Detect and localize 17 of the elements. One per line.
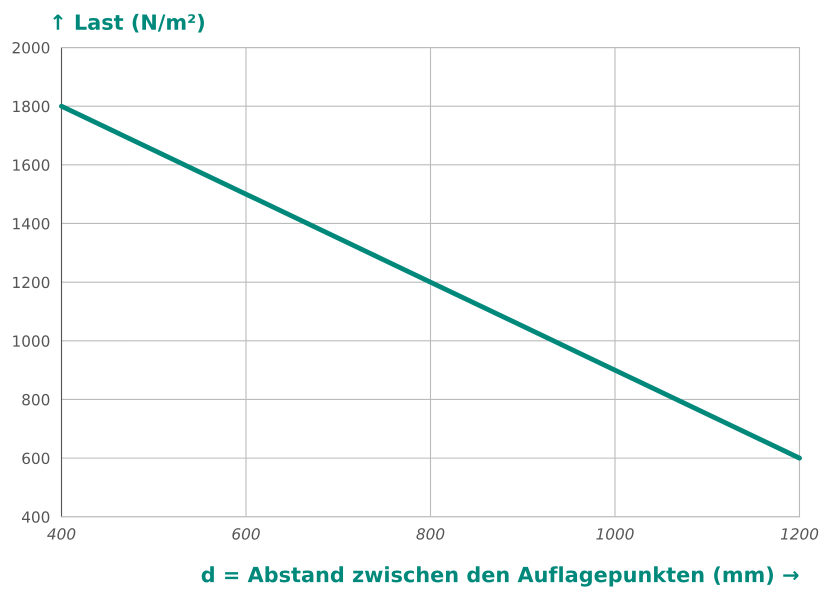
- y-tick-label: 800: [22, 394, 50, 406]
- x-tick-label: 1200: [780, 528, 818, 540]
- y-tick-label: 1800: [13, 100, 50, 112]
- x-tick-label: 1000: [596, 528, 634, 540]
- y-tick-label: 1200: [13, 276, 50, 288]
- y-tick-label: 1400: [13, 218, 50, 230]
- x-tick-label: 800: [416, 528, 444, 540]
- x-axis-title: d = Abstand zwischen den Auflagepunkten (mm) →: [202, 566, 798, 587]
- y-tick-label: 400: [22, 511, 50, 523]
- chart-title: ↑ Last (N/m²): [53, 14, 204, 32]
- y-tick-label: 1000: [13, 335, 50, 347]
- x-tick-label: 600: [232, 528, 260, 540]
- y-tick-label: 2000: [12, 42, 50, 54]
- y-tick-label: 1600: [13, 159, 50, 171]
- y-tick-label: 600: [22, 452, 50, 464]
- line-series: [59, 104, 802, 461]
- x-tick-label: 400: [47, 528, 76, 540]
